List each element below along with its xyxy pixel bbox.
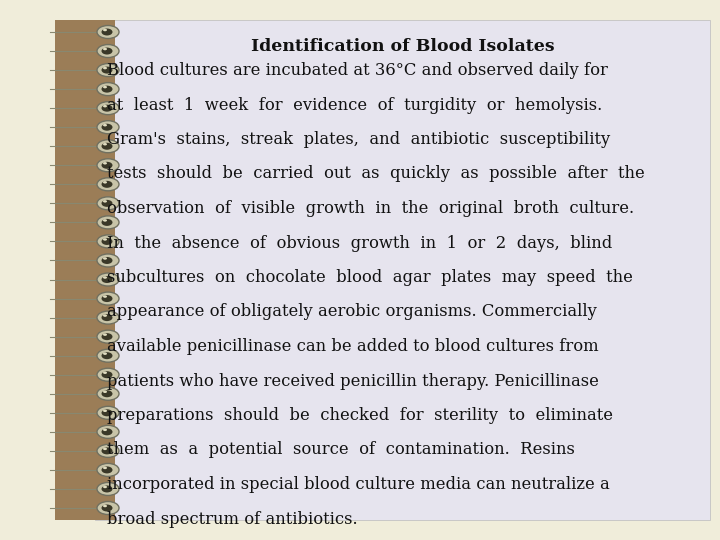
Text: them  as  a  potential  source  of  contamination.  Resins: them as a potential source of contaminat… — [107, 442, 575, 458]
Ellipse shape — [102, 124, 112, 131]
Ellipse shape — [103, 219, 107, 221]
Text: preparations  should  be  checked  for  sterility  to  eliminate: preparations should be checked for steri… — [107, 407, 613, 424]
Text: patients who have received penicillin therapy. Penicillinase: patients who have received penicillin th… — [107, 373, 599, 389]
Ellipse shape — [97, 216, 119, 229]
Ellipse shape — [102, 314, 112, 321]
Text: at  least  1  week  for  evidence  of  turgidity  or  hemolysis.: at least 1 week for evidence of turgidit… — [107, 97, 602, 113]
Ellipse shape — [102, 333, 112, 340]
Ellipse shape — [102, 276, 112, 283]
Ellipse shape — [103, 238, 107, 241]
Ellipse shape — [103, 429, 107, 431]
Ellipse shape — [102, 428, 112, 435]
Ellipse shape — [97, 121, 119, 134]
Ellipse shape — [97, 502, 119, 515]
Ellipse shape — [103, 314, 107, 317]
Ellipse shape — [97, 444, 119, 457]
Ellipse shape — [102, 352, 112, 359]
Ellipse shape — [103, 390, 107, 393]
Ellipse shape — [103, 124, 107, 126]
Ellipse shape — [97, 482, 119, 496]
Text: subcultures  on  chocolate  blood  agar  plates  may  speed  the: subcultures on chocolate blood agar plat… — [107, 269, 633, 286]
Ellipse shape — [102, 295, 112, 302]
Ellipse shape — [102, 200, 112, 207]
Ellipse shape — [97, 197, 119, 210]
Ellipse shape — [102, 371, 112, 378]
FancyBboxPatch shape — [55, 20, 115, 520]
Text: available penicillinase can be added to blood cultures from: available penicillinase can be added to … — [107, 338, 598, 355]
Ellipse shape — [102, 447, 112, 454]
Ellipse shape — [102, 504, 112, 511]
Ellipse shape — [97, 387, 119, 400]
Ellipse shape — [102, 29, 112, 36]
Ellipse shape — [102, 390, 112, 397]
Text: tests  should  be  carried  out  as  quickly  as  possible  after  the: tests should be carried out as quickly a… — [107, 165, 644, 183]
Text: Identification of Blood Isolates: Identification of Blood Isolates — [251, 38, 554, 55]
Ellipse shape — [103, 295, 107, 298]
Ellipse shape — [97, 159, 119, 172]
Ellipse shape — [103, 86, 107, 89]
Ellipse shape — [97, 273, 119, 286]
Ellipse shape — [97, 406, 119, 419]
Ellipse shape — [97, 349, 119, 362]
Ellipse shape — [97, 102, 119, 114]
Ellipse shape — [102, 66, 112, 73]
Text: In  the  absence  of  obvious  growth  in  1  or  2  days,  blind: In the absence of obvious growth in 1 or… — [107, 234, 612, 252]
Ellipse shape — [102, 105, 112, 112]
Text: Blood cultures are incubated at 36°C and observed daily for: Blood cultures are incubated at 36°C and… — [107, 62, 608, 79]
Ellipse shape — [103, 505, 107, 507]
Ellipse shape — [97, 25, 119, 38]
Ellipse shape — [97, 64, 119, 77]
Ellipse shape — [103, 276, 107, 279]
Text: appearance of obligately aerobic organisms. Commercially: appearance of obligately aerobic organis… — [107, 303, 597, 321]
Ellipse shape — [102, 219, 112, 226]
Ellipse shape — [97, 368, 119, 381]
Ellipse shape — [97, 140, 119, 153]
Ellipse shape — [102, 467, 112, 474]
Ellipse shape — [103, 29, 107, 31]
Ellipse shape — [97, 330, 119, 343]
Ellipse shape — [103, 105, 107, 107]
Ellipse shape — [103, 372, 107, 374]
Ellipse shape — [103, 467, 107, 469]
Ellipse shape — [102, 409, 112, 416]
Ellipse shape — [97, 426, 119, 438]
Ellipse shape — [97, 254, 119, 267]
Ellipse shape — [103, 48, 107, 50]
Ellipse shape — [103, 181, 107, 184]
Ellipse shape — [102, 257, 112, 264]
Ellipse shape — [103, 200, 107, 202]
Ellipse shape — [102, 162, 112, 169]
Text: broad spectrum of antibiotics.: broad spectrum of antibiotics. — [107, 510, 358, 528]
Text: incorporated in special blood culture media can neutralize a: incorporated in special blood culture me… — [107, 476, 610, 493]
Ellipse shape — [103, 485, 107, 488]
Ellipse shape — [97, 44, 119, 58]
Ellipse shape — [97, 235, 119, 248]
Ellipse shape — [103, 448, 107, 450]
Ellipse shape — [103, 409, 107, 412]
Ellipse shape — [103, 162, 107, 165]
Ellipse shape — [102, 485, 112, 492]
Ellipse shape — [102, 143, 112, 150]
Ellipse shape — [103, 353, 107, 355]
FancyBboxPatch shape — [95, 20, 710, 520]
Ellipse shape — [102, 181, 112, 188]
Ellipse shape — [97, 178, 119, 191]
Ellipse shape — [103, 257, 107, 260]
Ellipse shape — [103, 143, 107, 145]
Text: Gram's  stains,  streak  plates,  and  antibiotic  susceptibility: Gram's stains, streak plates, and antibi… — [107, 131, 611, 148]
Ellipse shape — [102, 86, 112, 93]
Ellipse shape — [102, 48, 112, 55]
Text: observation  of  visible  growth  in  the  original  broth  culture.: observation of visible growth in the ori… — [107, 200, 634, 217]
Ellipse shape — [97, 292, 119, 305]
Ellipse shape — [97, 83, 119, 96]
Ellipse shape — [103, 67, 107, 69]
Ellipse shape — [102, 238, 112, 245]
Ellipse shape — [103, 333, 107, 336]
Ellipse shape — [97, 463, 119, 476]
Ellipse shape — [97, 311, 119, 324]
